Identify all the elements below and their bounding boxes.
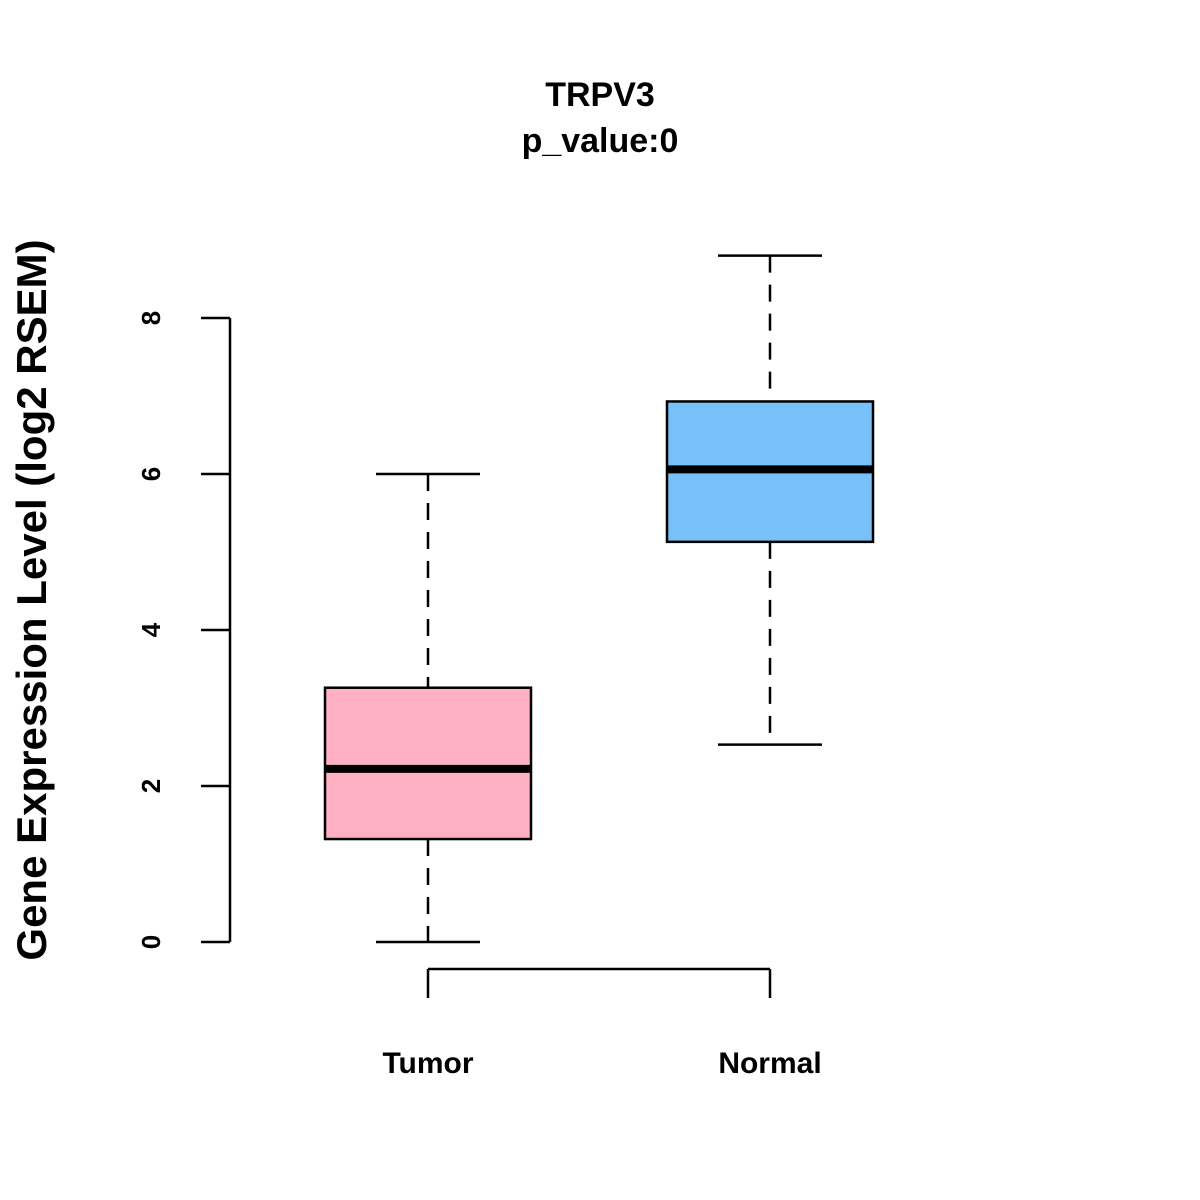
boxes — [323, 254, 875, 944]
chart-title: TRPV3 — [545, 76, 655, 114]
chart-subtitle: p_value:0 — [522, 122, 679, 160]
y-axis-label: Gene Expression Level (log2 RSEM) — [8, 239, 55, 960]
y-tick-label: 4 — [136, 622, 166, 637]
iqr-box — [323, 686, 533, 841]
y-axis: 0 2 4 6 8 — [136, 311, 232, 949]
y-tick-label: 6 — [136, 467, 166, 481]
box-tumor — [323, 472, 533, 944]
y-tick-label: 0 — [136, 935, 166, 949]
x-tick-label: Normal — [718, 1047, 821, 1080]
y-tick-label: 2 — [136, 779, 166, 793]
box-normal — [665, 254, 875, 746]
x-tick-label: Tumor — [382, 1047, 473, 1080]
x-axis: Tumor Normal — [382, 967, 822, 1080]
y-tick-label: 8 — [136, 311, 166, 325]
